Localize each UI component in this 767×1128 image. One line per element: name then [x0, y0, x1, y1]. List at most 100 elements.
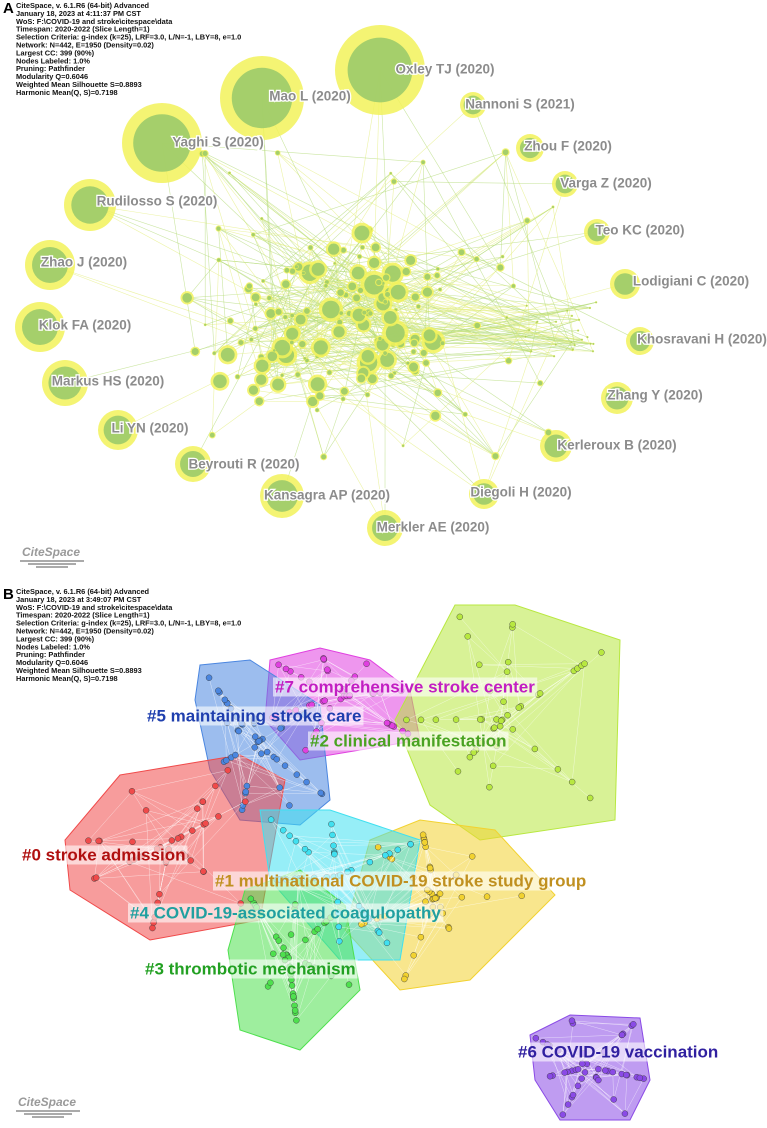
edge	[427, 276, 588, 338]
node-core	[388, 373, 394, 379]
node-core	[324, 284, 328, 288]
edge	[218, 228, 361, 291]
label-bg	[516, 1042, 721, 1062]
node	[314, 925, 321, 933]
node-core	[376, 279, 382, 286]
edge	[465, 414, 557, 447]
node-core	[378, 336, 382, 341]
edge	[432, 206, 554, 342]
node-core	[337, 289, 344, 296]
node-core	[353, 294, 361, 302]
node	[382, 852, 389, 859]
edge	[304, 256, 503, 359]
node-core	[463, 95, 483, 115]
edge	[89, 204, 368, 357]
node-core	[275, 308, 282, 315]
node	[215, 813, 222, 820]
node-label: Beyrouti R (2020)	[188, 457, 299, 472]
node	[621, 1110, 629, 1117]
node-core	[391, 179, 397, 184]
node-core	[327, 243, 340, 255]
node	[293, 1017, 300, 1024]
edge	[389, 857, 431, 871]
node	[277, 725, 284, 732]
node	[329, 831, 336, 839]
node	[255, 738, 263, 745]
node-core	[301, 271, 305, 275]
edge	[495, 341, 572, 457]
node	[421, 839, 428, 846]
edge	[572, 1023, 634, 1025]
edge	[571, 339, 582, 343]
edge	[493, 765, 558, 770]
edge	[129, 861, 241, 904]
node-core	[409, 362, 419, 372]
node-core	[530, 350, 533, 352]
edge	[182, 816, 219, 854]
edge	[535, 1034, 622, 1039]
edge	[49, 264, 287, 356]
node-core	[228, 171, 231, 175]
node-core	[573, 344, 576, 346]
node-core	[333, 326, 345, 338]
node	[279, 951, 287, 958]
header-line: CiteSpace, v. 6.1.R6 (64-bit) Advanced	[16, 1, 150, 10]
node	[383, 719, 391, 727]
node-label: Yaghi S (2020)	[172, 135, 264, 150]
node-core	[272, 378, 285, 391]
node-core	[357, 374, 366, 383]
header-line: Network: N=442, E=1950 (Density=0.02)	[16, 627, 154, 636]
node-core	[383, 299, 388, 304]
node-core	[474, 322, 481, 329]
node-core	[544, 434, 568, 458]
node	[636, 1074, 644, 1082]
edge	[596, 1073, 622, 1079]
node-core	[310, 377, 325, 392]
node	[223, 757, 230, 764]
edge	[508, 183, 566, 361]
edge	[429, 321, 538, 336]
node-core	[369, 257, 380, 268]
node-core	[524, 335, 527, 338]
edge	[405, 913, 443, 976]
edge	[339, 849, 398, 942]
node-core	[295, 314, 306, 325]
node	[432, 895, 439, 902]
edge	[186, 259, 220, 299]
edge	[581, 1078, 626, 1114]
node	[280, 827, 287, 834]
node-label: Diegoli H (2020)	[470, 485, 571, 500]
node	[85, 837, 92, 844]
edge	[94, 808, 198, 879]
header-line: Weighted Mean Silhouette S=0.8893	[16, 80, 142, 89]
node	[187, 857, 194, 864]
node-core	[299, 340, 306, 348]
node-core	[524, 218, 530, 223]
edge	[467, 636, 508, 672]
edge	[386, 277, 537, 323]
node	[497, 717, 505, 724]
edge	[338, 926, 380, 933]
node	[536, 690, 544, 697]
node-core	[368, 311, 373, 316]
edge	[286, 173, 391, 271]
node	[609, 1068, 616, 1076]
node-core	[360, 245, 365, 250]
edge	[461, 251, 501, 268]
edge	[624, 1078, 644, 1114]
node-core	[525, 304, 528, 307]
edge	[131, 791, 169, 850]
edge	[261, 266, 299, 366]
node	[215, 687, 222, 694]
node-core	[354, 225, 370, 241]
node-core	[337, 319, 343, 325]
edge	[483, 351, 532, 495]
node-core	[438, 287, 442, 291]
node-core	[340, 247, 347, 253]
edge	[323, 359, 388, 458]
edge	[246, 785, 321, 794]
node	[509, 726, 516, 733]
node-core	[204, 323, 207, 326]
node-core	[260, 217, 263, 220]
header-line: Largest CC: 399 (90%)	[16, 634, 95, 643]
